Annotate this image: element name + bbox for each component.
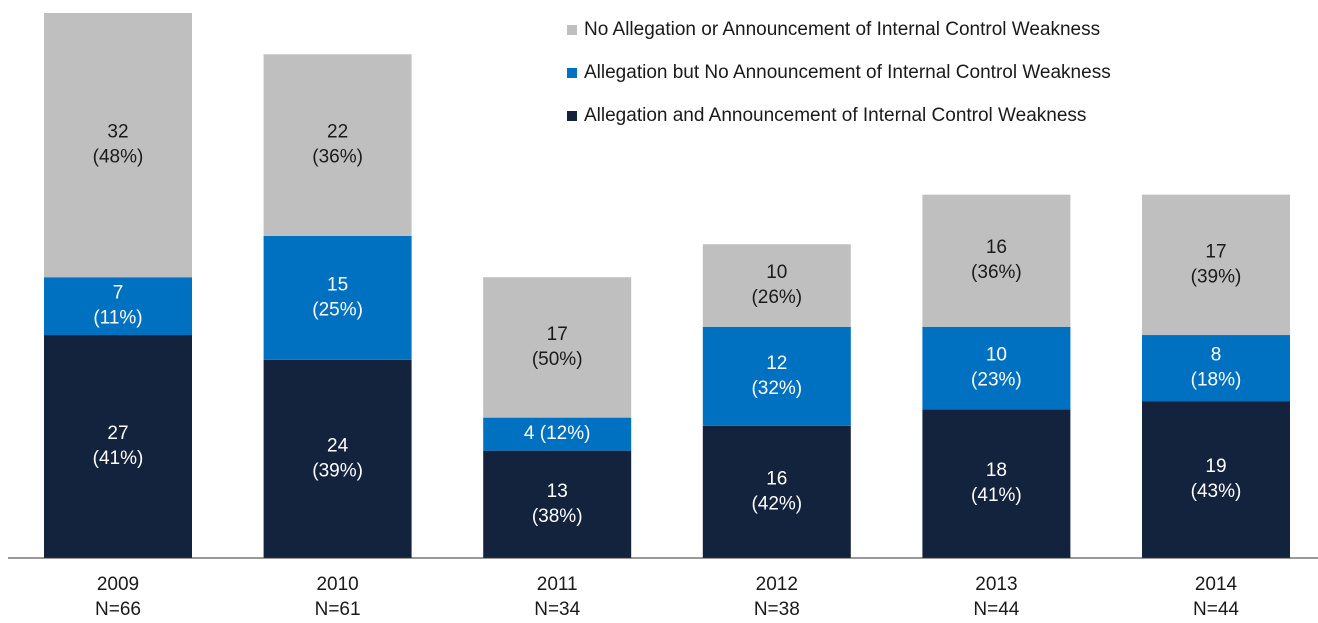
data-label: (25%) [312, 299, 363, 320]
data-label: (50%) [532, 349, 583, 370]
data-label: (42%) [751, 493, 802, 514]
data-label: 16 [986, 237, 1007, 258]
bar-segment [702, 326, 851, 426]
data-label: (36%) [971, 262, 1022, 283]
x-tick-sublabel: N=38 [754, 599, 800, 620]
data-label: 16 [766, 468, 787, 489]
data-label: 32 [107, 122, 128, 143]
x-tick-sublabel: N=66 [95, 599, 141, 620]
legend-swatch [567, 68, 577, 78]
data-label: 7 [113, 283, 124, 304]
data-label: (39%) [312, 460, 363, 481]
data-label: 19 [1205, 456, 1226, 477]
data-label: (23%) [971, 370, 1022, 391]
data-label: (26%) [751, 287, 802, 308]
data-label: 17 [547, 324, 568, 345]
x-tick-label: 2009 [97, 574, 139, 595]
x-tick-label: 2013 [975, 574, 1017, 595]
data-label: 10 [766, 262, 787, 283]
bar-segment [922, 194, 1071, 327]
bar-segment [483, 417, 632, 451]
data-label: 13 [547, 481, 568, 502]
data-label: 22 [327, 122, 348, 143]
bar-segment [263, 54, 412, 236]
bar-segment [263, 359, 412, 558]
bar-segment [44, 13, 192, 278]
data-label: 15 [327, 274, 348, 295]
x-tick-sublabel: N=34 [534, 599, 580, 620]
data-label: 8 [1211, 345, 1222, 366]
legend-label: Allegation but No Announcement of Intern… [584, 62, 1111, 83]
data-label: 10 [986, 345, 1007, 366]
bar-segment [922, 326, 1071, 410]
legend-label: Allegation and Announcement of Internal … [584, 105, 1086, 126]
data-label: (43%) [1191, 481, 1242, 502]
data-label: (39%) [1191, 266, 1242, 287]
data-label: (32%) [751, 378, 802, 399]
legend-label: No Allegation or Announcement of Interna… [584, 19, 1100, 40]
legend-swatch [567, 25, 577, 35]
data-label: (38%) [532, 506, 583, 527]
data-label: 18 [986, 460, 1007, 481]
data-label: 12 [766, 353, 787, 374]
bar-segment [44, 335, 192, 558]
x-tick-label: 2011 [537, 574, 578, 595]
bar-segment [483, 277, 632, 418]
data-label: 24 [327, 435, 349, 456]
data-label: 27 [107, 423, 128, 444]
bar-segment [702, 244, 851, 327]
data-label: (36%) [312, 147, 363, 168]
x-tick-sublabel: N=44 [973, 599, 1019, 620]
bar-segment [922, 409, 1071, 558]
bar-segment [263, 235, 412, 360]
legend-swatch [567, 111, 577, 121]
data-label: (41%) [93, 448, 144, 469]
data-label: (18%) [1191, 370, 1242, 391]
data-label: 4 (12%) [524, 423, 591, 444]
x-tick-sublabel: N=61 [315, 599, 361, 620]
bar-segment [1142, 335, 1290, 402]
bar-segment [44, 277, 192, 336]
x-tick-label: 2014 [1195, 574, 1238, 595]
x-tick-label: 2010 [316, 574, 358, 595]
data-label: (48%) [93, 147, 144, 168]
data-label: (11%) [93, 308, 142, 329]
bar-segment [1142, 401, 1290, 558]
data-label: 17 [1205, 241, 1226, 262]
x-tick-sublabel: N=44 [1193, 599, 1239, 620]
x-tick-label: 2012 [756, 574, 798, 595]
bar-segment [702, 425, 851, 558]
bar-segment [483, 450, 632, 558]
data-label: (41%) [971, 485, 1022, 506]
bar-segment [1142, 194, 1290, 336]
